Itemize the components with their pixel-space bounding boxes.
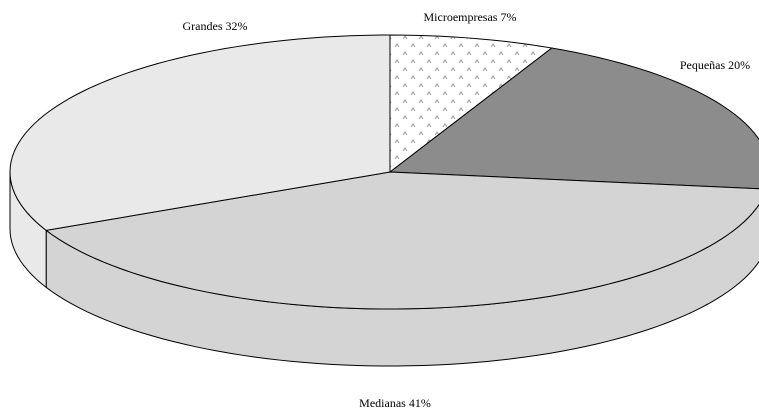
value-label: 20% [728, 58, 750, 72]
slice-label: Grandes 32% [183, 19, 248, 33]
slice-label: Medianas 41% [359, 396, 431, 410]
value-label: 7% [500, 10, 516, 24]
slice-label: Microempresas 7% [424, 10, 517, 24]
slice [388, 47, 759, 190]
slice [44, 171, 759, 310]
category-name: Microempresas [424, 10, 498, 24]
category-name: Pequeñas [680, 58, 726, 72]
slice-label: Pequeñas 20% [680, 58, 750, 72]
value-label: 32% [225, 19, 247, 33]
slice [9, 34, 391, 231]
category-name: Grandes [183, 19, 223, 33]
slice [389, 34, 554, 174]
value-label: 41% [409, 396, 431, 410]
category-name: Medianas [359, 396, 406, 410]
